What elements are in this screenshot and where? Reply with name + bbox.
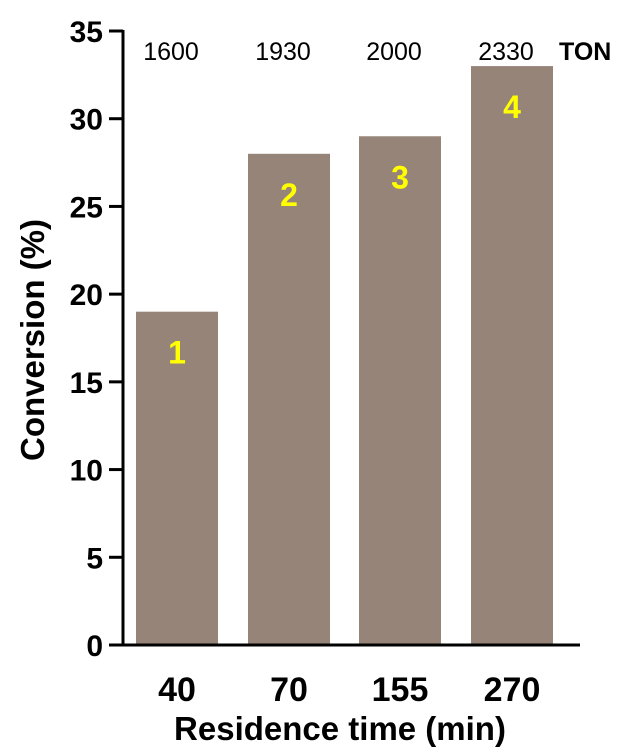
y-tick-label: 25 xyxy=(70,191,103,224)
x-axis-title: Residence time (min) xyxy=(174,710,506,747)
ton-value: 2000 xyxy=(366,38,422,66)
ton-label: TON xyxy=(559,38,611,66)
y-tick-label: 35 xyxy=(70,16,103,49)
ton-value: 1600 xyxy=(143,38,199,66)
ton-value: 1930 xyxy=(255,38,311,66)
y-axis-title: Conversion (%) xyxy=(14,219,51,461)
y-tick-label: 10 xyxy=(70,455,103,488)
y-tick-label: 20 xyxy=(70,279,103,312)
x-axis-ticks: 40 70 155 270 xyxy=(158,671,540,709)
y-tick-label: 5 xyxy=(86,542,103,575)
x-tick-label: 70 xyxy=(270,671,308,709)
x-tick-label: 270 xyxy=(484,671,541,709)
bar-number-label: 1 xyxy=(168,335,186,371)
bar-number-label: 4 xyxy=(503,89,521,125)
x-tick-label: 40 xyxy=(158,671,196,709)
bar xyxy=(136,311,218,645)
ton-value: 2330 xyxy=(478,38,534,66)
bar-number-label: 2 xyxy=(280,177,298,213)
y-tick-label: 30 xyxy=(70,104,103,137)
bar xyxy=(471,66,553,646)
bar xyxy=(359,136,441,645)
y-axis-ticks: 0 5 10 15 20 25 30 35 xyxy=(70,16,123,663)
ton-value-labels: 1600 1930 2000 2330 xyxy=(143,38,534,66)
bars xyxy=(136,66,553,646)
bar xyxy=(248,153,330,646)
x-tick-label: 155 xyxy=(372,671,429,709)
y-tick-label: 0 xyxy=(86,630,103,663)
bar-number-label: 3 xyxy=(391,159,409,195)
bar-number-labels: 1 2 3 4 xyxy=(168,89,521,371)
y-tick-label: 15 xyxy=(70,367,103,400)
